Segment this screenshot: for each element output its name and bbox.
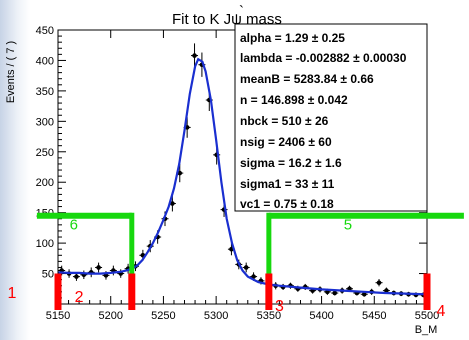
y-tick-label: 350 (36, 86, 54, 98)
x-tick-label: 5450 (362, 310, 386, 322)
red-marker-label: 4 (437, 303, 446, 320)
data-point (332, 290, 338, 296)
chart-title-mark: ` (239, 3, 244, 20)
annotations: 6 5 1 2 3 4 (8, 212, 464, 320)
stats-meanB: meanB = 5283.84 ± 0.66 (240, 72, 374, 86)
axis-ticks: 5150520052505300535054005450550050100150… (36, 25, 440, 322)
y-tick-label: 200 (36, 177, 54, 189)
fit-curve (57, 57, 428, 296)
y-tick-label: 400 (36, 55, 54, 67)
data-point (384, 288, 389, 293)
y-tick-label: 300 (36, 116, 54, 128)
stats-lambda: lambda = -0.002882 ± 0.00030 (240, 51, 407, 65)
x-tick-label: 5350 (257, 310, 281, 322)
stats-nsig: nsig = 2406 ± 60 (240, 135, 332, 149)
red-marker-label: 1 (8, 285, 17, 302)
green-region-label: 6 (70, 217, 78, 234)
green-region-label: 5 (344, 217, 352, 234)
data-point (376, 280, 382, 285)
data-point (96, 265, 101, 270)
y-tick-label: 100 (36, 238, 54, 250)
data-point (361, 291, 367, 297)
stats-n: n = 146.898 ± 0.042 (240, 93, 348, 107)
stats-box-frame (234, 23, 428, 212)
x-tick-label: 5500 (415, 310, 439, 322)
x-tick-label: 5250 (151, 310, 175, 322)
x-tick-label: 5300 (204, 310, 228, 322)
x-axis-label: B_M (415, 324, 438, 336)
data-point (170, 201, 175, 206)
stats-nbck: nbck = 510 ± 26 (240, 114, 329, 128)
data-point (251, 274, 256, 279)
stats-sigma1: sigma1 = 33 ± 11 (240, 177, 335, 191)
data-point (243, 265, 249, 270)
x-tick-label: 5200 (98, 310, 122, 322)
y-tick-label: 450 (36, 25, 54, 37)
y-tick-label: 250 (36, 147, 54, 159)
y-axis-label: Events / ( 7 ) (5, 41, 17, 103)
stats-sigma: sigma = 16.2 ± 1.6 (240, 156, 342, 170)
data-point (192, 53, 197, 58)
stats-vc1: vc1 = 0.75 ± 0.18 (240, 197, 334, 211)
y-tick-label: 50 (42, 269, 54, 281)
red-marker-label: 3 (275, 298, 284, 315)
x-tick-label: 5400 (309, 310, 333, 322)
red-marker-label: 2 (75, 289, 84, 306)
stats-box: alpha = 1.29 ± 0.25 lambda = -0.002882 ±… (234, 23, 428, 212)
stats-alpha: alpha = 1.29 ± 0.25 (240, 31, 345, 45)
data-point (74, 274, 79, 279)
x-tick-label: 5150 (46, 310, 70, 322)
